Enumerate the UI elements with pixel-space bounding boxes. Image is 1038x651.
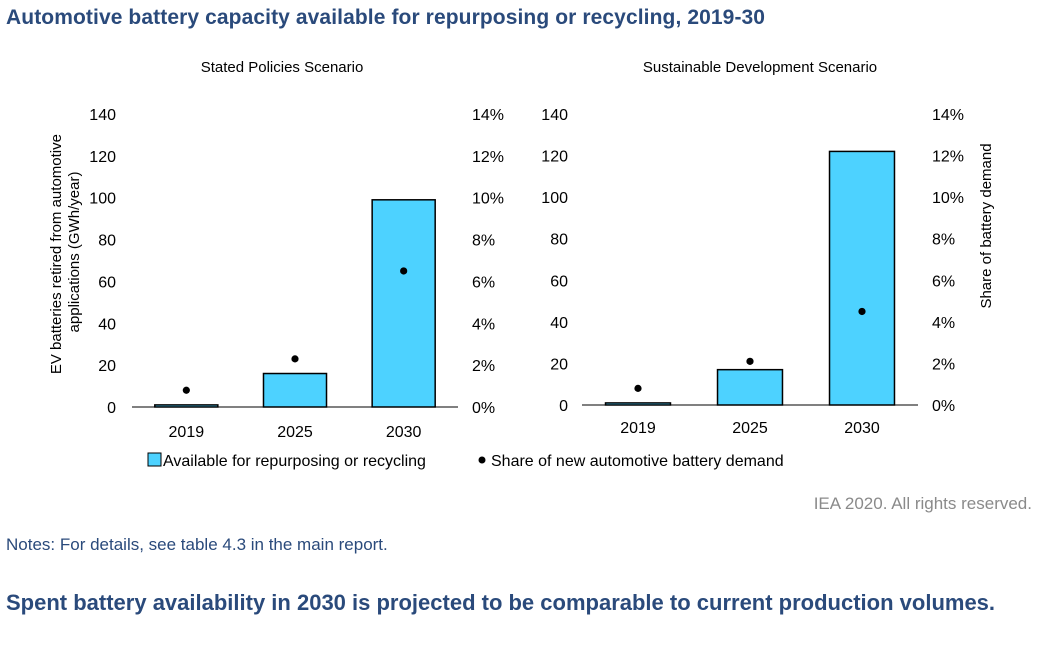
- share-dot-2019: [182, 386, 190, 394]
- y-tick-label: 0: [107, 400, 116, 417]
- y-tick-label: 60: [550, 273, 568, 290]
- x-tick-label: 2025: [277, 424, 313, 441]
- y2-tick-label: 14%: [472, 107, 504, 124]
- y-tick-label: 40: [550, 315, 568, 332]
- bar-2030: [828, 150, 896, 406]
- share-dot-2025: [746, 357, 754, 365]
- bar-2025: [262, 372, 328, 408]
- legend-dot-label: Share of new automotive battery demand: [491, 453, 784, 470]
- y-tick-label: 120: [89, 149, 116, 166]
- caption-headline: Spent battery availability in 2030 is pr…: [6, 590, 996, 615]
- y2-tick-label: 6%: [932, 273, 955, 290]
- chart-title: Automotive battery capacity available fo…: [6, 6, 766, 29]
- y-tick-label: 140: [89, 107, 116, 124]
- legend-dot-marker: [478, 456, 486, 464]
- share-dot-2030: [858, 307, 866, 316]
- y-tick-label: 100: [89, 191, 116, 208]
- panel-title-sustainable-development: Sustainable Development Scenario: [643, 59, 877, 76]
- y-tick-label: 40: [98, 316, 116, 333]
- panel-sustainable-development: Sustainable Development Scenario Share o…: [541, 59, 995, 437]
- panel-stated-policies: Stated Policies Scenario EV batteries re…: [48, 59, 504, 441]
- x-tick-label: 2030: [844, 420, 880, 437]
- y-axis-label-line1: EV batteries retired from automotive: [48, 134, 65, 374]
- y2-tick-label: 4%: [472, 316, 495, 333]
- y-tick-label: 140: [541, 107, 568, 124]
- notes-text: Notes: For details, see table 4.3 in the…: [6, 535, 388, 554]
- x-tick-label: 2025: [732, 420, 768, 437]
- share-dot-2025: [291, 355, 299, 363]
- y-tick-label: 80: [98, 233, 116, 250]
- y-tick-label: 20: [550, 356, 568, 373]
- x-tick-label: 2030: [386, 424, 422, 441]
- y-axis-label-line2: applications (GWh/year): [66, 172, 83, 333]
- y2-tick-label: 12%: [932, 149, 964, 166]
- y-tick-label: 80: [550, 232, 568, 249]
- y2-tick-label: 4%: [932, 315, 955, 332]
- y2-tick-label: 6%: [472, 274, 495, 291]
- y2-tick-label: 0%: [932, 398, 955, 415]
- y-tick-label: 0: [559, 398, 568, 415]
- y2-tick-label: 2%: [932, 356, 955, 373]
- y-axis-label: EV batteries retired from automotive app…: [48, 130, 83, 374]
- y-tick-label: 60: [98, 274, 116, 291]
- y2-axis-label: Share of battery demand: [978, 143, 995, 308]
- bar-2030: [371, 199, 436, 408]
- y-tick-label: 100: [541, 190, 568, 207]
- y2-tick-label: 0%: [472, 400, 495, 417]
- x-tick-label: 2019: [169, 424, 205, 441]
- bar-2025: [716, 368, 784, 406]
- y2-tick-label: 10%: [472, 191, 504, 208]
- panel-title-stated-policies: Stated Policies Scenario: [201, 59, 364, 76]
- share-dot-2019: [634, 384, 642, 392]
- copyright-credit: IEA 2020. All rights reserved.: [813, 494, 1032, 513]
- y2-tick-label: 14%: [932, 107, 964, 124]
- x-tick-label: 2019: [620, 420, 656, 437]
- y2-tick-label: 2%: [472, 358, 495, 375]
- y2-tick-label: 8%: [932, 232, 955, 249]
- y-tick-label: 20: [98, 358, 116, 375]
- y2-tick-label: 8%: [472, 233, 495, 250]
- y-tick-label: 120: [541, 149, 568, 166]
- legend: Available for repurposing or recycling S…: [147, 452, 784, 470]
- y2-tick-label: 10%: [932, 190, 964, 207]
- legend-bar-swatch: [147, 452, 162, 467]
- y2-tick-label: 12%: [472, 149, 504, 166]
- share-dot-2030: [400, 267, 408, 275]
- legend-bar-label: Available for repurposing or recycling: [163, 453, 426, 470]
